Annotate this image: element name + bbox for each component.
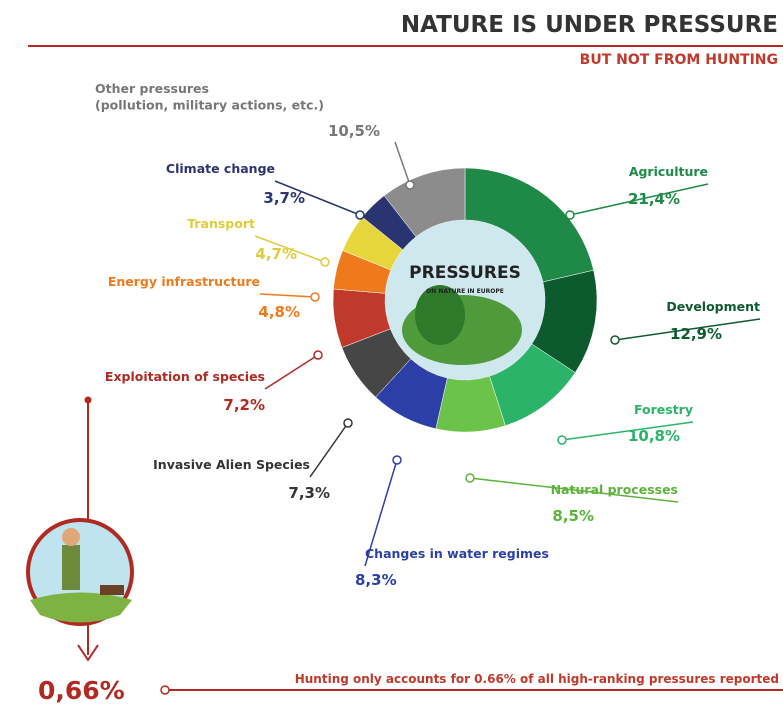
title: NATURE IS UNDER PRESSURE [401, 12, 778, 38]
leader-dot [565, 210, 575, 220]
value-label: 3,7% [263, 189, 305, 207]
category-label: Exploitation of species [105, 369, 265, 384]
center-title: PRESSURES [409, 263, 521, 283]
leader-line [614, 318, 761, 341]
value-label: 10,8% [628, 427, 680, 445]
leader-dot [465, 473, 475, 483]
value-label: 4,8% [258, 303, 300, 321]
leader-line [561, 421, 694, 441]
leader-dot [355, 210, 365, 220]
leader-line [469, 477, 679, 503]
leader-dot [310, 292, 320, 302]
category-label: Forestry [634, 402, 693, 417]
leader-line [394, 141, 411, 186]
leader-dot [343, 418, 353, 428]
leader-line [364, 459, 398, 567]
leader-line [264, 354, 319, 390]
category-label: Agriculture [629, 164, 708, 179]
hunting-rule-dot [160, 685, 170, 695]
hunting-dot [84, 396, 92, 404]
category-label: Natural processes [551, 482, 678, 497]
category-label: Other pressures (pollution, military acti… [95, 81, 324, 112]
hunter-grass [30, 592, 132, 623]
leader-dot [610, 335, 620, 345]
center-tree [415, 285, 465, 345]
category-label: Energy infrastructure [108, 274, 260, 289]
value-label: 8,3% [355, 571, 397, 589]
donut-slice [383, 167, 466, 238]
hunting-note: Hunting only accounts for 0.66% of all h… [295, 672, 779, 686]
hunting-value: 0,66% [38, 676, 125, 705]
leader-dot [313, 350, 323, 360]
category-label: Transport [187, 216, 255, 231]
leader-line [309, 422, 349, 478]
leader-line [569, 183, 709, 216]
leader-dot [392, 455, 402, 465]
value-label: 12,9% [670, 325, 722, 343]
hunter-head [62, 528, 80, 546]
leader-line [274, 180, 361, 216]
hunting-arrow [77, 644, 99, 662]
hunter-body [62, 545, 80, 590]
category-label: Climate change [166, 161, 275, 176]
subtitle: BUT NOT FROM HUNTING [580, 52, 778, 68]
value-label: 10,5% [328, 122, 380, 140]
donut [332, 167, 598, 433]
value-label: 8,5% [552, 507, 594, 525]
category-label: Development [666, 299, 760, 314]
center-subtitle: ON NATURE IN EUROPE [426, 288, 504, 295]
leader-dot [405, 180, 415, 190]
leader-dot [320, 257, 330, 267]
category-label: Invasive Alien Species [153, 457, 310, 472]
value-label: 21,4% [628, 190, 680, 208]
value-label: 4,7% [255, 245, 297, 263]
leader-line [259, 293, 316, 298]
value-label: 7,2% [223, 396, 265, 414]
leader-dot [557, 435, 567, 445]
hunter-dog [100, 585, 124, 595]
labels: Agriculture 21,4% Development 12,9% Forestry… [95, 81, 761, 589]
value-label: 7,3% [288, 484, 330, 502]
leader-line [254, 235, 326, 263]
category-label: Changes in water regimes [365, 546, 549, 561]
